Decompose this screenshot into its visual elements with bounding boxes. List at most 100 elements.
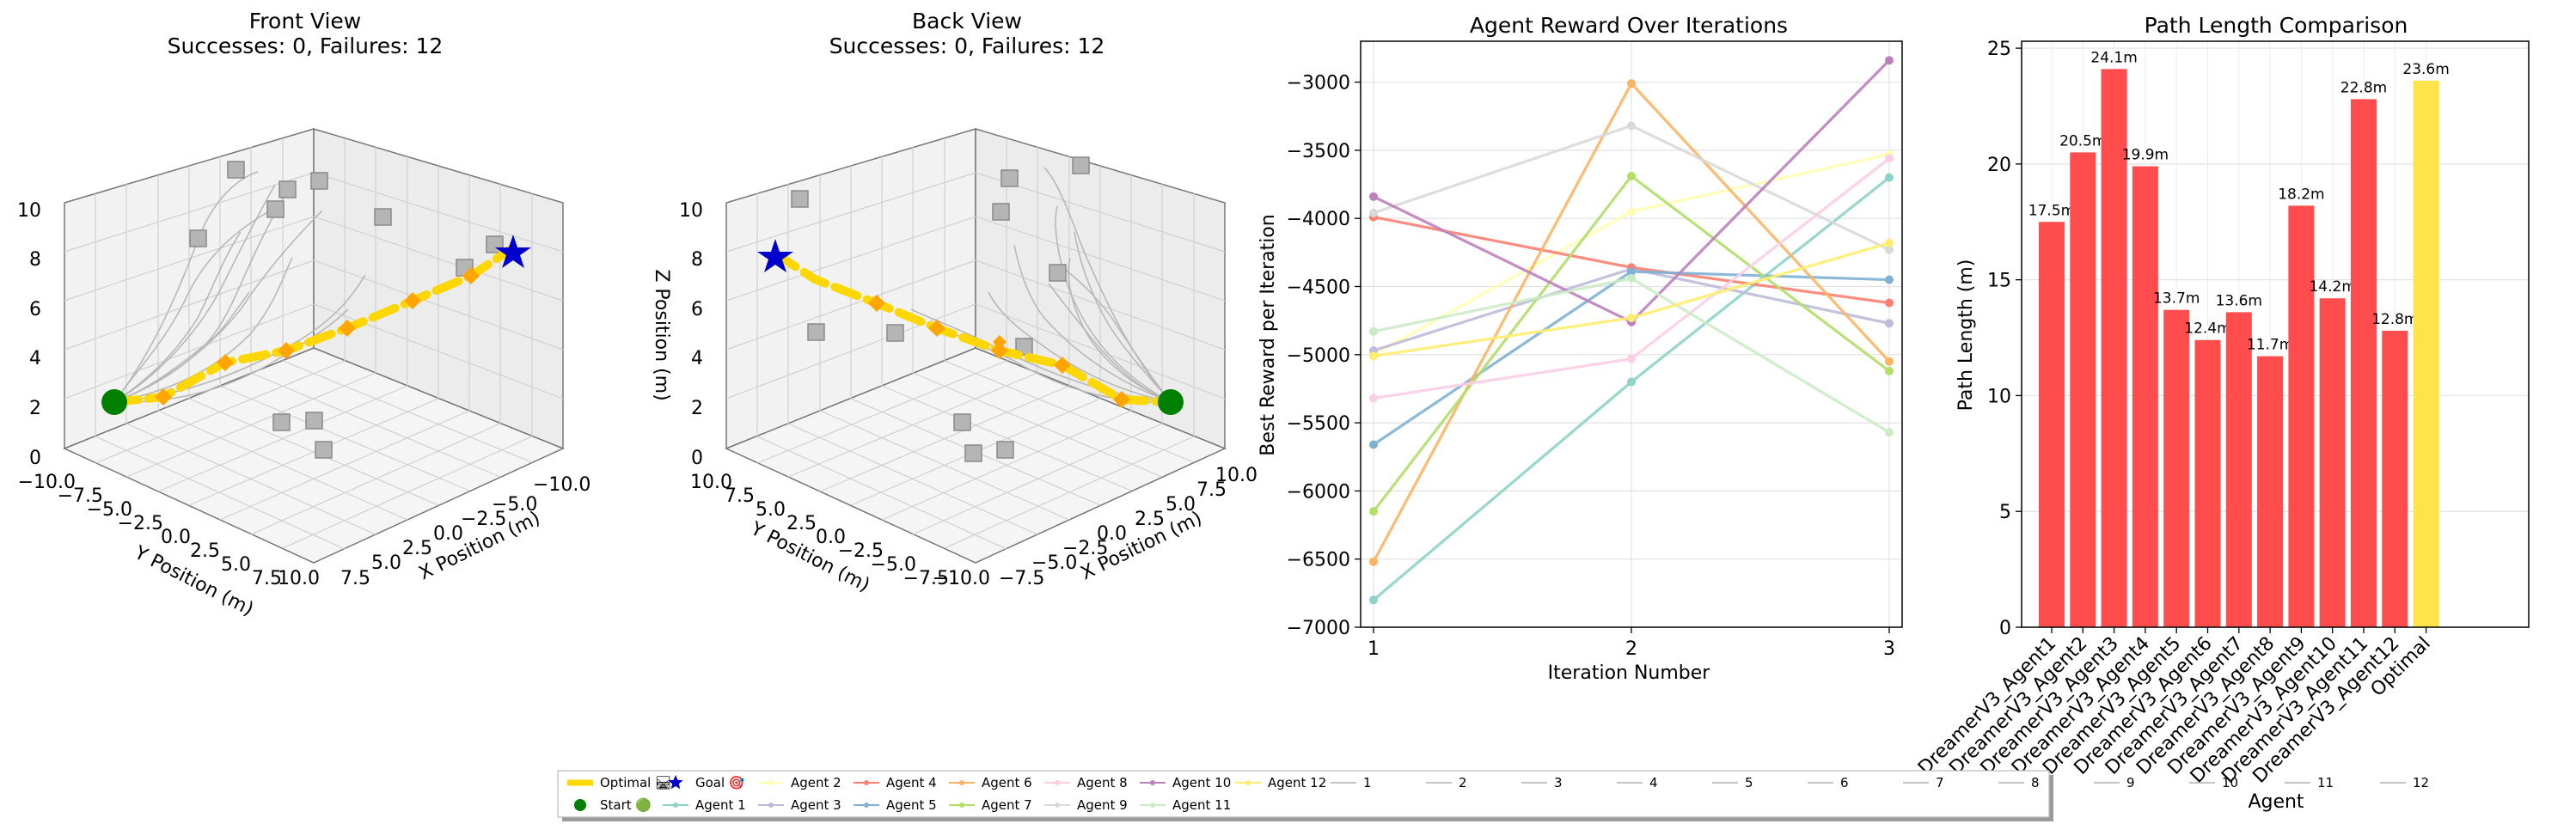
path-length-bar-chart: Path Length Comparison Agent Path Length… [1914,13,2530,813]
legend-entry-10: Agent 8 [1044,775,1128,790]
bar-value-label: 14.2m [2309,278,2355,296]
back-x-ticks: −7.5 −5.0 −2.5 0.0 2.5 5.0 7.5 10.0 [999,465,1257,589]
front-view-title: Front View [249,9,362,34]
y-tick-label: −10.0 [18,472,76,493]
y-tick-label: −2.5 [118,513,163,534]
legend-label: Agent 11 [1172,797,1231,813]
bar-dreamerv3_agent9 [2288,205,2315,628]
legend-label: 12 [2413,775,2429,790]
legend-label: Agent 2 [791,775,841,790]
reward-series-agent-9-point [1369,208,1378,217]
legend-label: 8 [2031,775,2040,790]
reward-chart-title: Agent Reward Over Iterations [1470,13,1788,38]
legend-swatch-dot [959,802,964,808]
legend-entry-9: Agent 7 [949,797,1032,813]
bar-dreamerv3_agent1 [2039,222,2065,627]
legend-label: Agent 9 [1077,797,1128,813]
z-tick-label: 10 [679,200,703,222]
z-tick-label: 10 [17,200,41,222]
bar-y-tick-label: 10 [1987,386,2011,407]
reward-series-agent-1-point [1627,377,1636,387]
bar-dreamerv3_agent11 [2351,99,2377,628]
y-tick-label: 0.0 [816,527,846,548]
figure-legend: Optimal 🛤 Start 🟢 Goal 🎯 Agent 1 Agent 2 Agen… [557,770,2429,821]
y-tick-label: 10.0 [278,568,320,589]
obstacle-marker [1049,264,1067,282]
back-obstacles [791,156,1090,462]
obstacle-marker [1015,338,1033,356]
legend-label: 5 [1745,775,1753,790]
bar-dreamerv3_agent2 [2070,152,2096,628]
x-tick-label: −7.5 [999,568,1044,589]
obstacle-marker [315,441,333,459]
waypoint-marker [278,342,295,359]
waypoint-marker [404,292,421,309]
obstacle-marker [266,200,285,218]
bar-value-label: 19.9m [2122,147,2169,164]
reward-x-tick-label: 3 [1883,638,1895,660]
back-waypoints [868,295,1130,408]
y-tick-label: 5.0 [221,554,251,576]
reward-series-agent-5-point [1369,440,1378,449]
z-tick-label: 2 [691,398,703,419]
legend-label: Agent 3 [791,797,841,813]
legend-entry-3: Agent 1 [663,797,746,813]
reward-series-agent-6-point [1369,557,1378,566]
legend-items: Optimal 🛤 Start 🟢 Goal 🎯 Agent 1 Agent 2 Agen… [567,775,2429,813]
obstacle-marker [996,441,1014,459]
reward-y-tick-label: −6500 [1287,550,1350,571]
bar-optimal [2413,80,2439,627]
front-y-ticks: −10.0 −7.5 −5.0 −2.5 0.0 2.5 5.0 7.5 10.… [18,472,320,589]
reward-x-ticks: 1 2 3 [1368,627,1895,660]
reward-series-agent-7-point [1885,366,1894,375]
legend-entry-21: 7 [1903,775,1944,790]
bar-value-label: 24.1m [2090,49,2137,66]
waypoint-marker [991,342,1008,359]
front-z-ticks: 0 2 4 6 8 10 [17,200,41,469]
waypoint-marker [868,295,885,312]
legend-swatch-dot [768,780,774,785]
waypoint-marker [993,335,1007,349]
legend-label: 11 [2317,775,2334,790]
bar-rects: 17.5m 20.5m 24.1m 19.9m 13.7m 12.4m 13.6m 11.7m… [2028,49,2450,628]
reward-y-tick-label: −4500 [1287,277,1350,298]
obstacle-marker [807,323,825,341]
legend-entry-23: 9 [2094,775,2135,790]
x-tick-label: −10.0 [533,474,590,496]
y-tick-label: 0.0 [161,527,191,548]
legend-label: 1 [1363,775,1372,790]
back-goal-marker [757,239,793,272]
legend-label: Agent 5 [886,797,937,813]
reward-series-agent-6-point [1627,79,1636,88]
legend-label: Agent 10 [1172,775,1231,790]
x-tick-label: 2.5 [402,538,432,559]
reward-y-tick-label: −5000 [1287,345,1350,367]
reward-series-agent-4-point [1885,298,1894,308]
reward-series-agent-12-point [1627,313,1636,322]
legend-swatch-dot [864,780,869,785]
reward-series-agent-2-point [1627,207,1636,217]
x-tick-label: −2.5 [461,509,506,530]
legend-entry-15: 1 [1331,775,1372,790]
legend-label: Goal 🎯 [695,775,745,790]
reward-series-agent-11-point [1369,326,1378,336]
x-tick-label: 5.0 [1166,494,1196,516]
legend-swatch-dot [959,780,964,785]
legend-swatch-dot [1055,802,1060,808]
legend-label: Agent 8 [1077,775,1128,790]
front-floor-pane [63,347,565,564]
y-tick-label: 10.0 [690,472,732,493]
legend-swatch-dot [1055,780,1060,785]
bar-plot-frame [2021,40,2530,628]
legend-label: 9 [2126,775,2135,790]
front-grid [64,138,564,550]
legend-label: Agent 4 [886,775,937,790]
y-tick-label: 7.5 [725,485,755,507]
obstacle-marker [278,180,297,198]
legend-box [557,770,2050,818]
bar-value-label: 12.8m [2371,311,2418,328]
x-tick-label: −2.5 [1062,538,1108,559]
reward-series-agent-10-point [1369,192,1378,201]
bar-value-label: 18.2m [2278,186,2324,203]
z-tick-label: 6 [29,299,41,320]
